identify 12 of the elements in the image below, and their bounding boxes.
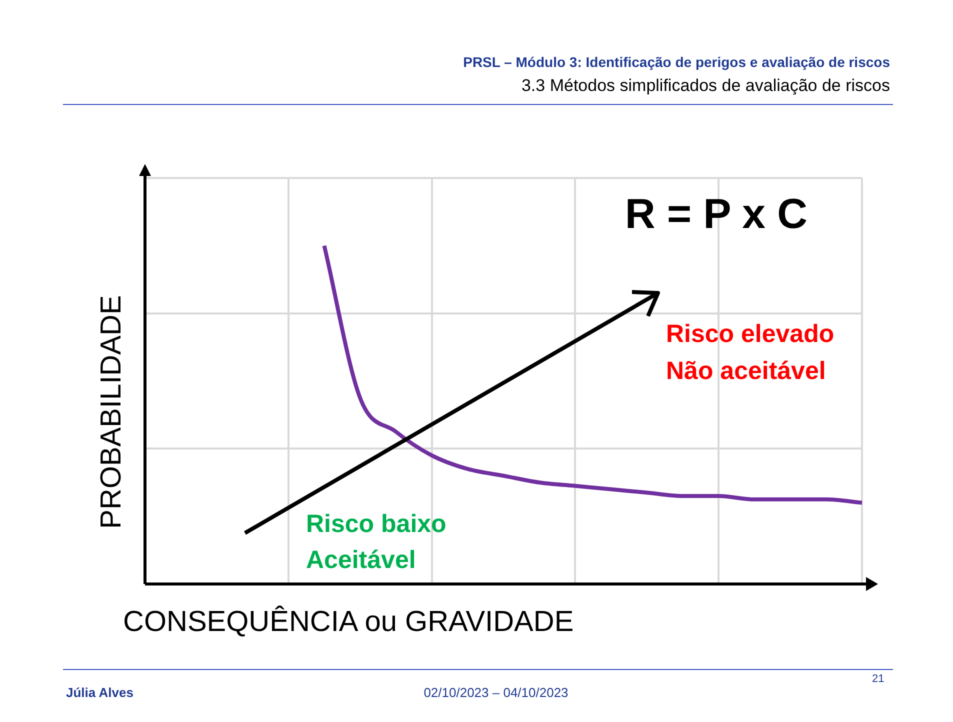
y-axis-title: PROBABILIDADE — [96, 295, 128, 529]
text: 02/10/2023 – 04/10/2023 — [424, 685, 568, 700]
annotation: Aceitável — [306, 546, 416, 575]
text: 21 — [872, 673, 884, 685]
annotation: Não aceitável — [666, 357, 826, 386]
chart-subtitle: 3.3 Métodos simplificados de avaliação de riscos — [521, 76, 890, 96]
text: R = P x C — [625, 190, 808, 238]
annotation: Risco elevado — [666, 320, 834, 349]
chart-title: PRSL – Módulo 3: Identificação de perigos e avaliação de riscos — [463, 54, 890, 70]
text: Júlia Alves — [66, 685, 134, 700]
annotation: Risco baixo — [306, 510, 446, 539]
x-axis-title: CONSEQUÊNCIA ou GRAVIDADE — [123, 606, 574, 639]
